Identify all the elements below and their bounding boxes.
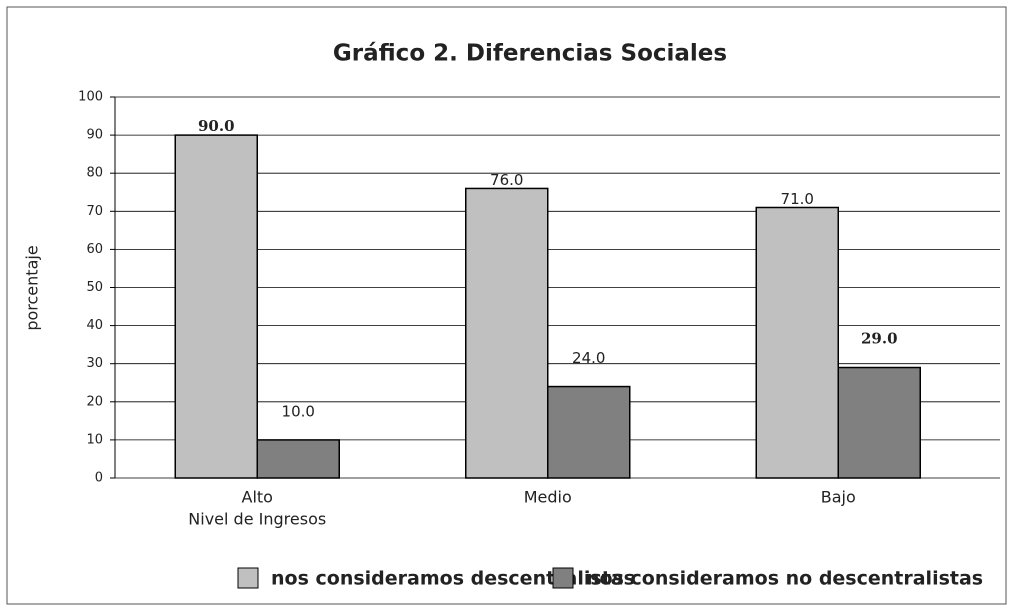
data-label: 76.0 <box>490 171 523 189</box>
bar <box>547 385 631 479</box>
bar <box>837 366 921 479</box>
data-label: 29.0 <box>861 330 898 348</box>
bar <box>755 206 839 479</box>
y-tick-label: 20 <box>86 394 103 409</box>
x-tick-label: Alto <box>242 488 273 507</box>
legend-swatch <box>552 567 574 589</box>
legend-label: nos consideramos no descentralistas <box>586 568 983 590</box>
y-tick-label: 10 <box>86 432 103 447</box>
bar <box>256 439 340 479</box>
y-tick-label: 40 <box>86 318 103 333</box>
chart-title: Gráfico 2. Diferencias Sociales <box>333 41 727 67</box>
bar <box>465 187 549 479</box>
data-label: 71.0 <box>781 190 814 208</box>
bar <box>174 134 258 479</box>
y-tick-label: 50 <box>86 280 103 295</box>
x-axis-label: Nivel de Ingresos <box>188 510 326 529</box>
y-tick-label: 80 <box>86 166 103 181</box>
y-axis-label: porcentaje <box>23 245 42 330</box>
legend-swatch <box>237 567 259 589</box>
data-label: 90.0 <box>198 117 235 135</box>
x-tick-label: Medio <box>524 488 572 507</box>
y-tick-label: 0 <box>95 471 103 486</box>
y-tick-label: 90 <box>86 128 103 143</box>
legend-label: nos consideramos descentralistas <box>271 568 635 590</box>
x-tick-label: Bajo <box>821 488 856 507</box>
y-tick-label: 60 <box>86 242 103 257</box>
data-label: 10.0 <box>282 402 315 420</box>
data-label: 24.0 <box>572 349 605 367</box>
y-tick-label: 70 <box>86 204 103 219</box>
y-tick-label: 100 <box>78 90 103 105</box>
y-tick-label: 30 <box>86 356 103 371</box>
